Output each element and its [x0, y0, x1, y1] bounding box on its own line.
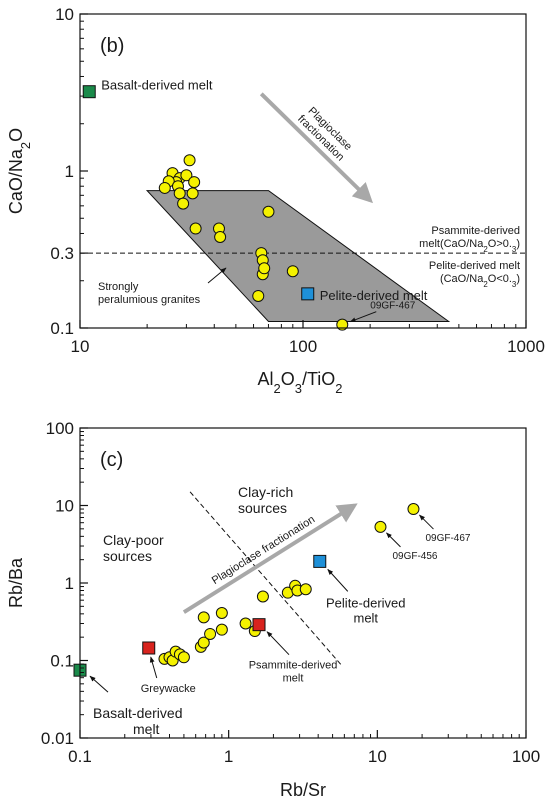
- sample-point: [197, 611, 210, 624]
- x-axis-label: Rb/Sr: [280, 780, 326, 800]
- y-axis-label: Rb/Ba: [6, 557, 26, 608]
- sample-point: [258, 262, 271, 275]
- sample-point: [183, 154, 196, 167]
- fractionation-label: Plagioclase fractionation: [210, 514, 317, 588]
- end-member-marker: [82, 85, 96, 99]
- sample-point: [256, 590, 269, 603]
- sample-point: [180, 169, 193, 182]
- field-label-leader: [207, 267, 227, 284]
- x-tick-label: 1000: [507, 337, 545, 356]
- y-tick-label: 100: [46, 419, 74, 438]
- psammite-threshold-label: Psammite-derived melt(CaO/Na2O>0.3): [419, 225, 520, 254]
- sample-point: [407, 503, 420, 516]
- y-tick-label: 0.1: [50, 319, 74, 338]
- y-tick-label: 10: [55, 5, 74, 24]
- sample-point: [173, 187, 186, 200]
- sample-point: [215, 623, 228, 636]
- sample-point: [214, 230, 227, 243]
- x-tick-label: 100: [512, 747, 540, 766]
- plagioclase-fractionation-arrow: [182, 503, 358, 614]
- end-member-label: Basalt-derived melt: [101, 78, 213, 93]
- end-member-marker: [301, 287, 315, 301]
- sample-point: [239, 617, 252, 630]
- sample-point: [186, 187, 199, 200]
- x-tick-label: 10: [71, 337, 90, 356]
- sample-point: [252, 289, 265, 302]
- panel-label: (b): [100, 35, 124, 57]
- end-member-leader: [266, 631, 290, 656]
- y-tick-label: 1: [65, 574, 74, 593]
- sample-annotation: 09GF-467: [425, 533, 470, 544]
- end-member-label: Pelite-derived melt: [326, 595, 406, 625]
- end-member-leader: [327, 568, 349, 592]
- peraluminous-granite-field: [145, 190, 451, 322]
- sample-point: [299, 583, 312, 596]
- sample-point: [177, 197, 190, 210]
- x-tick-label: 10: [368, 747, 387, 766]
- y-tick-label: 10: [55, 497, 74, 516]
- end-member-marker: [142, 641, 156, 655]
- annotation-leader: [349, 311, 377, 323]
- y-tick-label: 1: [65, 162, 74, 181]
- panel-c: (c) Clay-rich sources Clay-poor sources Pla…: [6, 419, 540, 800]
- x-tick-label: 100: [289, 337, 317, 356]
- pelite-threshold-label: Pelite-derived melt (CaO/Na2O<0.3): [429, 260, 520, 289]
- end-member-label: Psammite-derived melt: [249, 660, 338, 685]
- sample-point: [262, 205, 275, 218]
- sample-point: [204, 627, 217, 640]
- source-divider-line: [189, 491, 343, 667]
- end-member-label: Greywacke: [141, 683, 196, 695]
- end-member-marker: [252, 618, 266, 632]
- end-member-label: Basalt-derived melt: [93, 705, 183, 737]
- y-tick-label: 0.01: [41, 729, 74, 748]
- sample-annotation: 09GF-467: [370, 301, 415, 312]
- sample-point: [177, 651, 190, 664]
- end-member-label: Pelite-derived melt: [320, 288, 428, 303]
- end-member-leader: [89, 675, 109, 693]
- region-label: Clay-poor sources: [103, 532, 164, 564]
- sample-annotation: 09GF-456: [392, 551, 437, 562]
- sample-point: [189, 222, 202, 235]
- y-tick-label: 0.1: [50, 652, 74, 671]
- x-tick-label: 1: [224, 747, 233, 766]
- panel-label: (c): [100, 449, 123, 471]
- sample-point: [286, 265, 299, 278]
- sample-point: [197, 636, 210, 649]
- sample-point: [158, 181, 171, 194]
- region-label: Clay-rich sources: [238, 484, 293, 516]
- end-member-marker: [313, 554, 327, 568]
- y-tick-label: 0.3: [50, 244, 74, 263]
- end-member-leader: [149, 656, 158, 679]
- field-label: Strongly peralumious granites: [98, 281, 201, 306]
- sample-point: [215, 607, 228, 620]
- y-axis-label: CaO/Na2O: [6, 128, 33, 214]
- panel-b: (b) Strongly peralumious granites Psammit…: [6, 5, 545, 396]
- annotation-leader: [419, 514, 434, 530]
- x-tick-label: 0.1: [68, 747, 92, 766]
- sample-point: [188, 176, 201, 189]
- sample-point: [374, 520, 387, 533]
- plagioclase-fractionation-arrow: [259, 92, 373, 204]
- annotation-leader: [386, 532, 401, 548]
- x-axis-label: Al2O3/TiO2: [257, 369, 342, 396]
